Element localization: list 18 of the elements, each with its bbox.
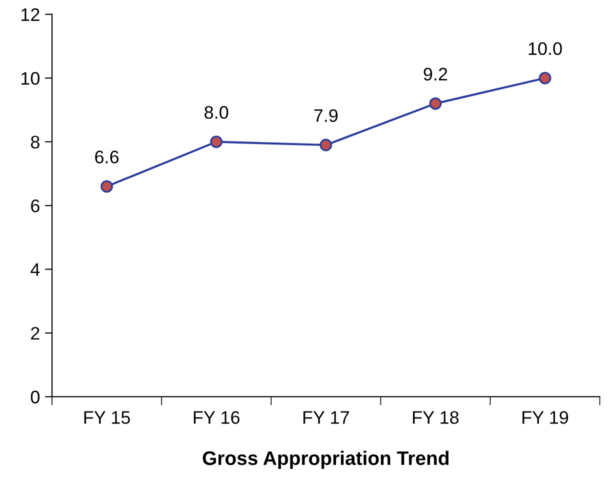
y-tick-label: 6: [31, 199, 40, 212]
data-label: 7.9: [314, 109, 338, 122]
y-tick-label: 8: [30, 136, 40, 149]
x-tick-label: FY 15: [84, 411, 130, 424]
x-tick-label: FY 17: [303, 411, 349, 424]
data-label: 9.2: [424, 68, 448, 81]
data-label: 10.0: [528, 42, 562, 56]
data-label: 6.6: [95, 150, 119, 164]
x-tick-label: FY 18: [412, 411, 459, 424]
y-tick-label: 12: [22, 8, 40, 21]
y-tick-label: 4: [30, 263, 40, 276]
y-tick-label: 2: [31, 326, 40, 340]
y-tick-label: 10: [22, 72, 40, 85]
data-label: 8.0: [204, 106, 228, 119]
x-tick-label: FY 16: [194, 411, 240, 424]
x-tick-label: FY 19: [522, 411, 568, 424]
y-tick-label: 0: [30, 390, 40, 404]
text: Gross Appropriation Trend: [202, 450, 448, 469]
